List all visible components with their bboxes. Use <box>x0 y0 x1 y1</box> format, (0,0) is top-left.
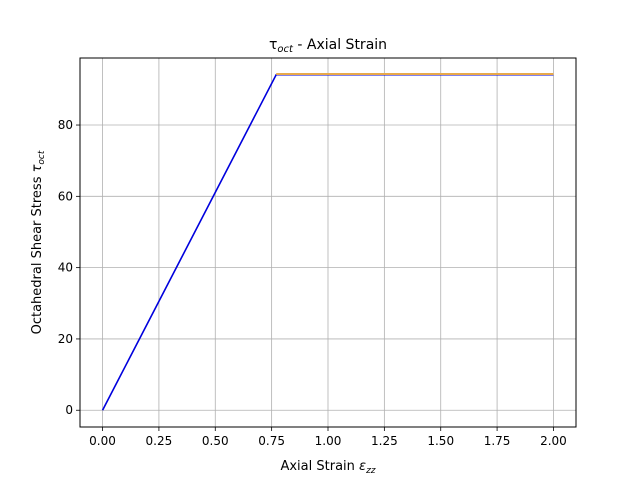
x-tick-label: 0.25 <box>146 434 173 448</box>
title-subscript: oct <box>277 44 294 55</box>
y-tick-label: 80 <box>58 118 73 132</box>
y-tick-label: 20 <box>58 332 73 346</box>
x-tick-label: 2.00 <box>540 434 567 448</box>
x-tick-label: 0.75 <box>258 434 285 448</box>
y-axis-label-symbol: τ <box>30 164 45 172</box>
grid <box>80 58 576 427</box>
x-axis-label-symbol: ε <box>359 459 366 474</box>
x-tick-label: 1.00 <box>315 434 342 448</box>
y-axis-label: Octahedral Shear Stress τoct <box>30 150 47 334</box>
title-symbol: τ <box>269 37 277 53</box>
x-tick-label: 1.50 <box>427 434 454 448</box>
x-axis-label-subscript: zz <box>365 466 376 476</box>
y-tick-label: 0 <box>65 403 73 417</box>
x-tick-label: 0.50 <box>202 434 229 448</box>
title-text: - Axial Strain <box>293 37 387 53</box>
y-tick-label: 60 <box>58 189 73 203</box>
y-tick-label: 40 <box>58 261 73 275</box>
x-tick-label: 1.25 <box>371 434 398 448</box>
y-axis-label-text: Octahedral Shear Stress <box>30 172 45 334</box>
series-group <box>101 73 554 411</box>
tick-group: 0.00 0.25 0.50 0.75 1.00 1.25 1.50 1.75 2.00 0 20 4… <box>58 118 567 448</box>
y-axis-label-subscript: oct <box>37 150 47 164</box>
chart-title: τoct - Axial Strain <box>269 37 387 55</box>
x-tick-label: 0.00 <box>89 434 116 448</box>
x-axis-label: Axial Strain εzz <box>280 459 375 476</box>
x-axis-label-text: Axial Strain <box>280 459 359 474</box>
x-tick-label: 1.75 <box>484 434 511 448</box>
